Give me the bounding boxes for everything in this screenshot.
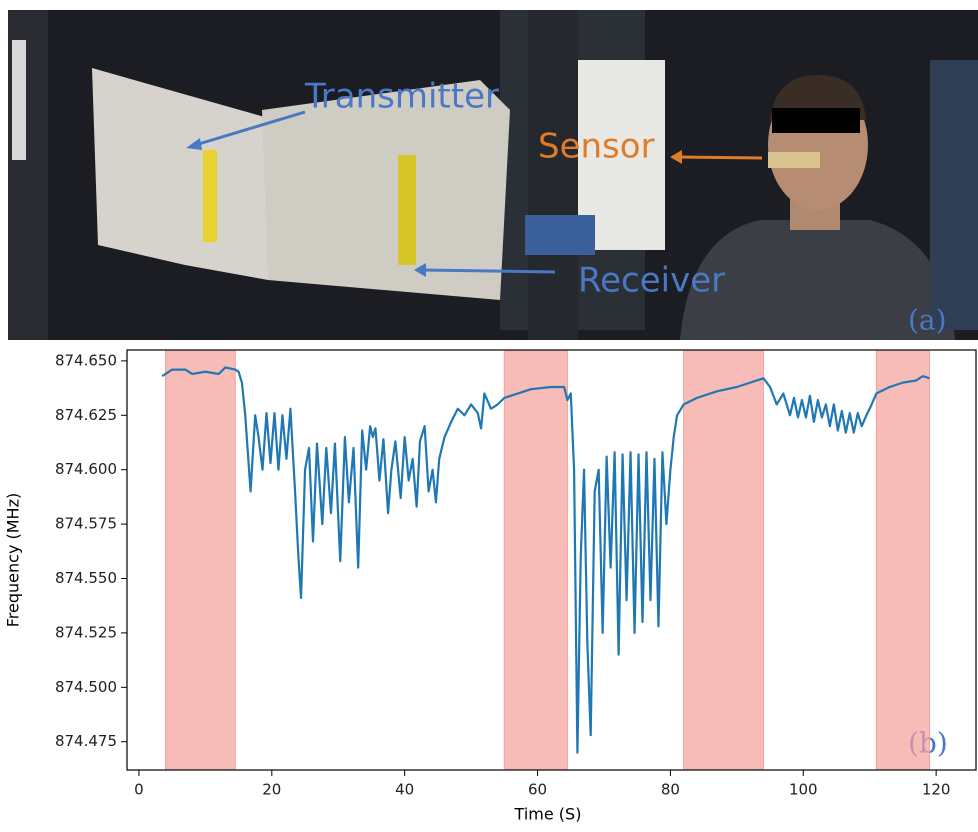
shaded-region <box>503 349 568 771</box>
x-tick-label: 20 <box>262 781 281 799</box>
photo: Transmitter Sensor Receiver (a) <box>8 10 978 340</box>
receiver-label: Receiver <box>578 261 725 301</box>
arrow <box>191 110 306 148</box>
absorber-white <box>12 40 26 160</box>
sensor-label: Sensor <box>538 127 655 167</box>
y-tick-label: 874.525 <box>55 623 117 641</box>
arrow <box>421 268 556 274</box>
shaded-region <box>165 349 236 771</box>
shaded-region <box>683 349 764 771</box>
data-line <box>161 366 930 754</box>
x-tick-label: 100 <box>789 781 818 799</box>
transmitter-panel <box>92 68 268 280</box>
transmitter-label: Transmitter <box>304 77 499 117</box>
shaded-region <box>875 349 930 771</box>
x-tick-label: 80 <box>661 781 680 799</box>
arrow <box>677 155 763 160</box>
x-tick-label: 0 <box>134 781 144 799</box>
x-tick-label: 40 <box>395 781 414 799</box>
tape <box>203 150 217 242</box>
y-tick-label: 874.600 <box>55 460 117 478</box>
y-tick-label: 874.550 <box>55 569 117 587</box>
sensor-device <box>768 152 820 168</box>
y-tick-label: 874.575 <box>55 515 117 533</box>
blue-tape <box>525 215 595 255</box>
absorber-blue <box>930 60 978 330</box>
receiver-panel <box>262 80 510 300</box>
arrowhead <box>670 150 682 164</box>
eye-mask <box>772 108 860 133</box>
pole <box>528 10 578 340</box>
person-shirt <box>680 220 955 340</box>
chart: Time (S) Frequency (MHz) (b) 02040608010… <box>4 349 977 824</box>
x-tick-label: 120 <box>922 781 951 799</box>
y-tick-label: 874.500 <box>55 678 117 696</box>
y-tick-label: 874.625 <box>55 406 117 424</box>
y-tick-label: 874.650 <box>55 351 117 369</box>
panel-label: (a) <box>908 304 947 337</box>
arrowhead <box>186 138 202 150</box>
plot-frame <box>126 349 977 771</box>
tape <box>398 155 416 265</box>
arrowhead <box>414 263 426 277</box>
x-tick-label: 60 <box>528 781 547 799</box>
x-axis-label: Time (S) <box>514 805 582 824</box>
y-tick-label: 874.475 <box>55 732 117 750</box>
y-axis-label: Frequency (MHz) <box>4 493 23 627</box>
